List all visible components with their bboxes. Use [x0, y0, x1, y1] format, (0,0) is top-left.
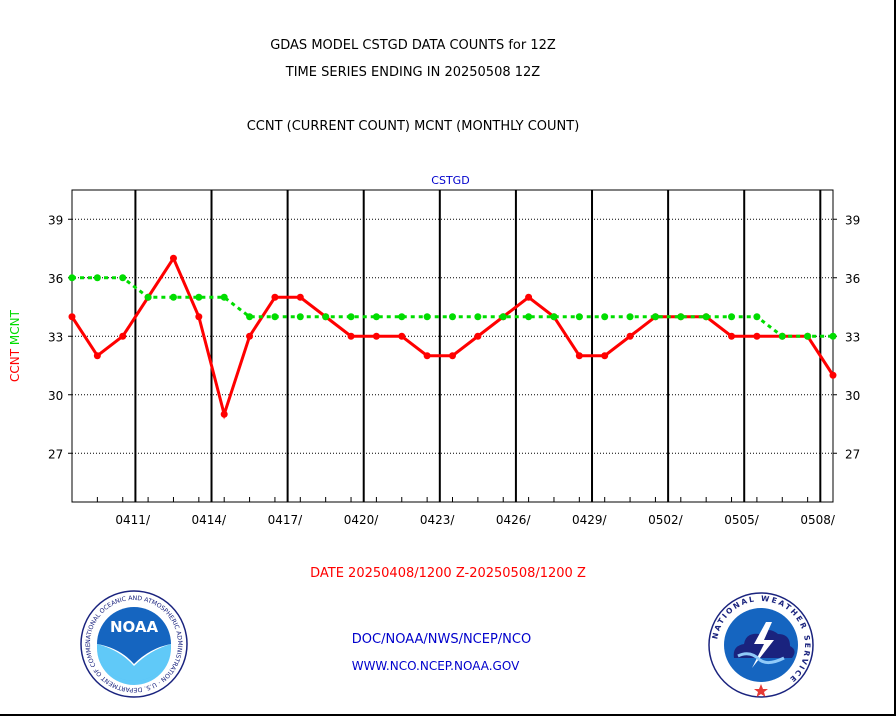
series-point-ccnt — [423, 352, 431, 360]
chart-subtitle: CCNT (CURRENT COUNT) MCNT (MONTHLY COUNT… — [246, 119, 580, 134]
x-tick-label: 0417/ — [268, 513, 304, 527]
series-point-mcnt — [677, 313, 685, 321]
series-point-mcnt — [702, 313, 710, 321]
nws-star-icon — [754, 684, 768, 697]
series-point-mcnt — [804, 332, 812, 340]
nws-lightning-icon — [752, 622, 774, 668]
y-tick-label-right: 27 — [845, 447, 860, 461]
series-point-mcnt — [246, 313, 254, 321]
series-point-mcnt — [169, 293, 177, 301]
series-point-ccnt — [169, 254, 177, 262]
date-range-label: DATE 20250408/1200 Z-20250508/1200 Z — [0, 566, 896, 581]
chart-title-line-1: GDAS MODEL CSTGD DATA COUNTS for 12Z — [270, 38, 556, 53]
series-point-ccnt — [68, 313, 76, 321]
y-tick-label-left: 30 — [48, 389, 63, 403]
noaa-logo-text: NOAA — [110, 618, 159, 636]
series-point-mcnt — [372, 313, 380, 321]
series-point-ccnt — [626, 332, 634, 340]
series-point-mcnt — [651, 313, 659, 321]
series-point-mcnt — [601, 313, 609, 321]
nws-logo: NATIONAL WEATHER SERVICE — [708, 592, 814, 698]
plot-title: CSTGD — [431, 174, 469, 187]
label-layer: 27 27 30 30 33 33 36 36 39 39 0411/0414/0417/0420/… — [8, 174, 860, 527]
series-point-ccnt — [296, 293, 304, 301]
y-axis-label-mcnt: MCNT — [8, 309, 22, 345]
x-tick-label: 0411/ — [115, 513, 151, 527]
series-point-ccnt — [601, 352, 609, 360]
series-point-mcnt — [271, 313, 279, 321]
series-point-ccnt — [195, 313, 203, 321]
x-tick-label: 0420/ — [344, 513, 380, 527]
series-point-ccnt — [347, 332, 355, 340]
x-tick-label: 0502/ — [648, 513, 684, 527]
y-tick-label-left: 27 — [48, 447, 63, 461]
nws-wave-icon — [737, 652, 785, 665]
footer-org: DOC/NOAA/NWS/NCEP/NCO — [351, 632, 532, 647]
series-point-mcnt — [550, 313, 558, 321]
series-point-mcnt — [93, 274, 101, 282]
series-point-mcnt — [499, 313, 507, 321]
series-point-ccnt — [575, 352, 583, 360]
series-point-mcnt — [220, 293, 228, 301]
series-point-mcnt — [423, 313, 431, 321]
series-point-ccnt — [829, 371, 837, 379]
x-tick-label: 0426/ — [496, 513, 532, 527]
series-point-ccnt — [525, 293, 533, 301]
series-point-mcnt — [778, 332, 786, 340]
x-tick-label: 0505/ — [724, 513, 760, 527]
series-point-mcnt — [195, 293, 203, 301]
y-tick-label-right: 33 — [845, 330, 860, 344]
noaa-logo: NOAA NATIONAL OCEANIC AND ATMOSPHERIC AD… — [80, 590, 188, 698]
series-point-ccnt — [220, 410, 228, 418]
series-point-ccnt — [93, 352, 101, 360]
y-tick-label-right: 36 — [845, 272, 860, 286]
y-tick-label-left: 36 — [48, 272, 63, 286]
plot-frame — [71, 189, 834, 503]
series-point-mcnt — [144, 293, 152, 301]
y-axis-label-ccnt: CCNT — [8, 345, 22, 382]
series-point-ccnt — [398, 332, 406, 340]
series-point-mcnt — [829, 332, 837, 340]
series-point-mcnt — [449, 313, 456, 321]
footer-url[interactable]: WWW.NCO.NCEP.NOAA.GOV — [351, 659, 520, 673]
series-point-mcnt — [322, 313, 330, 321]
series-point-mcnt — [728, 313, 736, 321]
series-point-ccnt — [728, 332, 736, 340]
series-point-ccnt — [271, 293, 279, 301]
series-point-mcnt — [575, 313, 583, 321]
series-point-ccnt — [119, 332, 127, 340]
series-point-mcnt — [398, 313, 406, 321]
series-point-mcnt — [296, 313, 304, 321]
date-range-text: DATE 20250408/1200 Z-20250508/1200 Z — [310, 566, 586, 581]
noaa-water-shape — [97, 644, 171, 685]
series-point-ccnt — [449, 352, 456, 360]
axis-layer — [68, 189, 837, 503]
x-tick-label: 0429/ — [572, 513, 608, 527]
series-point-mcnt — [68, 274, 76, 282]
series-point-ccnt — [474, 332, 482, 340]
series-point-mcnt — [626, 313, 634, 321]
series-point-ccnt — [246, 332, 254, 340]
series-point-mcnt — [347, 313, 355, 321]
chart-title-line-2: TIME SERIES ENDING IN 20250508 12Z — [285, 65, 541, 80]
y-tick-label-right: 30 — [845, 389, 860, 403]
series-point-mcnt — [753, 313, 761, 321]
series-point-mcnt — [525, 313, 533, 321]
x-tick-label: 0414/ — [192, 513, 228, 527]
series-point-ccnt — [753, 332, 761, 340]
y-tick-label-left: 33 — [48, 330, 63, 344]
y-tick-label-left: 39 — [48, 213, 63, 227]
y-axis-label: CCNT MCNT — [8, 309, 22, 382]
series-layer — [68, 254, 837, 420]
series-point-mcnt — [474, 313, 482, 321]
series-point-mcnt — [119, 274, 127, 282]
x-tick-label: 0508/ — [800, 513, 836, 527]
grid-layer — [72, 190, 833, 502]
series-point-ccnt — [372, 332, 380, 340]
x-tick-label: 0423/ — [420, 513, 456, 527]
y-tick-label-right: 39 — [845, 213, 860, 227]
